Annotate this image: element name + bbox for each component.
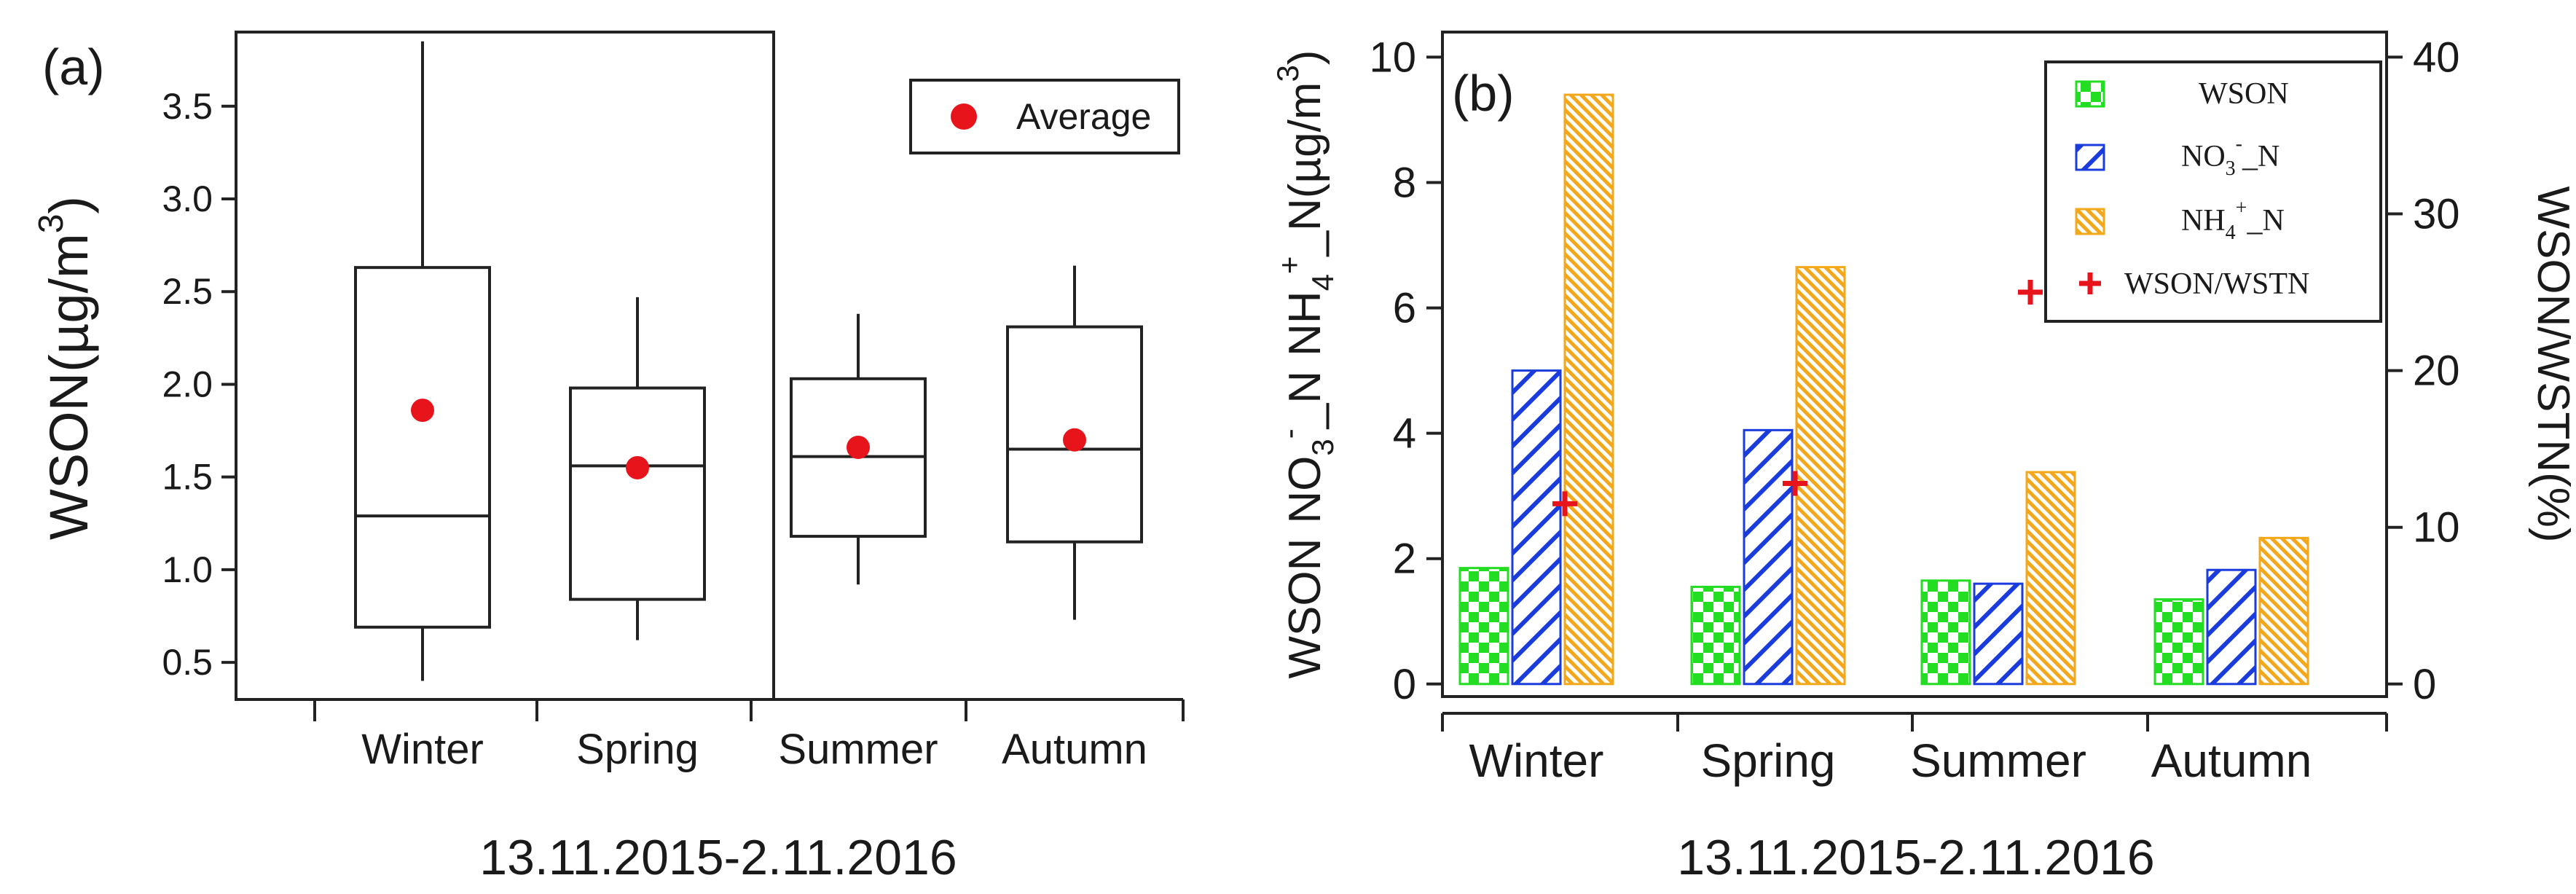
panel-b-right-y-tick-label: 40 <box>2413 34 2460 81</box>
panel-b-left-y-tick-label: 6 <box>1393 285 1416 332</box>
panel-b-category-spring: Spring <box>1701 734 1836 787</box>
panel-b-x-ticks <box>1441 713 2388 732</box>
panel-b-left-y-tick-label: 0 <box>1393 661 1416 708</box>
panel-b-right-y-ticks: 0 10 20 30 40 <box>2387 34 2460 708</box>
ratio-marker-summer <box>2018 280 2043 305</box>
panel-a-label: (a) <box>42 39 105 95</box>
legend-wson-label: WSON <box>2199 77 2289 111</box>
panel-a-box-plot: 0.5 1.0 1.5 2.0 2.5 3.0 3.5 Winter Spring Summer… <box>32 31 1185 885</box>
panel-a-y-tick-label: 1.0 <box>162 549 213 590</box>
panel-a-x-axis-label: 13.11.2015-2.11.2016 <box>479 830 957 885</box>
legend-no3-label: NO3-_N <box>2181 133 2279 180</box>
box-spring <box>569 386 706 601</box>
box-summer-mean-marker <box>847 435 870 459</box>
bar-no3-n-winter <box>1511 369 1562 686</box>
panel-b-bar-chart: 0 2 4 6 8 10 0 10 20 30 40 Winter Spring Summer Autu… <box>1271 31 2576 885</box>
bar-no3-n-spring <box>1743 428 1794 686</box>
bar-wson-winter <box>1458 567 1509 686</box>
panel-b-label: (b) <box>1452 65 1515 122</box>
legend-ratio-label: WSON/WSTN <box>2124 267 2309 301</box>
bar-nh4-n-summer <box>2025 471 2076 686</box>
panel-a-y-tick-label: 0.5 <box>162 642 213 683</box>
panel-b-left-y-tick-label: 10 <box>1369 34 1416 81</box>
panel-a-y-tick-label: 2.0 <box>162 364 213 404</box>
legend-wson-swatch <box>2075 80 2105 108</box>
panel-b-left-y-tick-label: 2 <box>1393 536 1416 583</box>
box-spring-mean-marker <box>626 455 649 479</box>
panel-a-y-ticks: 0.5 1.0 1.5 2.0 2.5 3.0 3.5 <box>162 86 236 683</box>
panel-a-boxes <box>354 41 1143 681</box>
panel-a-y-tick-label: 3.5 <box>162 86 213 127</box>
panel-a-category-summer: Summer <box>778 726 938 773</box>
panel-b-right-y-tick-label: 30 <box>2413 191 2460 238</box>
panel-b-plot-frame <box>1441 31 2388 698</box>
panel-b-right-y-tick-label: 0 <box>2413 661 2436 708</box>
panel-a-y-tick-label: 3.0 <box>162 179 213 219</box>
box-winter <box>354 266 491 629</box>
panel-b-right-y-tick-label: 20 <box>2413 348 2460 395</box>
panel-b-bars <box>1458 93 2309 686</box>
panel-a-category-winter: Winter <box>361 726 484 773</box>
panel-b-category-labels: Winter Spring Summer Autumn <box>1469 734 2312 787</box>
panel-b-category-autumn: Autumn <box>2151 734 2312 787</box>
bar-nh4-n-autumn <box>2258 536 2309 686</box>
legend-average-label: Average <box>1016 96 1151 137</box>
panel-a-category-spring: Spring <box>576 726 699 773</box>
panel-b-left-y-ticks: 0 2 4 6 8 10 <box>1369 34 1442 708</box>
bar-wson-autumn <box>2153 598 2204 686</box>
bar-wson-summer <box>1920 579 1971 686</box>
bar-wson-spring <box>1690 585 1741 686</box>
panel-a-y-axis-label: WSON(µg/m3) <box>32 196 99 540</box>
panel-b-right-y-tick-label: 10 <box>2413 504 2460 552</box>
bar-nh4-n-spring <box>1795 266 1846 686</box>
bar-nh4-n-winter <box>1563 93 1614 686</box>
panel-a-legend: Average <box>909 79 1180 154</box>
panel-b-left-y-tick-label: 4 <box>1393 410 1416 458</box>
panel-b-category-summer: Summer <box>1910 734 2086 787</box>
legend-ratio-marker <box>2079 272 2101 294</box>
panel-b-right-y-axis-label: WSON/WSTN(%) <box>2528 186 2576 542</box>
panel-a-category-labels: Winter Spring Summer Autumn <box>361 726 1147 773</box>
panel-b-category-winter: Winter <box>1469 734 1604 787</box>
legend-average-marker <box>951 103 977 130</box>
legend-nh4-swatch <box>2075 208 2105 235</box>
ratio-marker-spring <box>1783 471 1807 496</box>
bar-no3-n-summer <box>1973 582 2024 686</box>
box-autumn-mean-marker <box>1063 428 1086 452</box>
panel-a-category-autumn: Autumn <box>1002 726 1147 773</box>
panel-a-y-tick-label: 1.5 <box>162 457 213 498</box>
legend-no3-swatch <box>2075 144 2105 171</box>
panel-b-left-y-tick-label: 8 <box>1393 159 1416 206</box>
panel-a-x-ticks <box>313 699 1185 721</box>
panel-b-y-axis-label: WSONNO3-_NNH4+_N(µg/m3) <box>1271 50 1340 679</box>
box-winter-mean-marker <box>411 399 434 423</box>
bar-no3-n-autumn <box>2206 568 2257 686</box>
panel-a-y-tick-label: 2.5 <box>162 271 213 312</box>
ratio-marker-winter <box>1552 491 1577 517</box>
panel-b-legend: WSON NO3-_N NH4+_N WSON/WSTN <box>2044 60 2382 323</box>
legend-nh4-label: NH4+_N <box>2181 197 2285 244</box>
panel-b-x-axis-label: 13.11.2015-2.11.2016 <box>1677 830 2154 885</box>
